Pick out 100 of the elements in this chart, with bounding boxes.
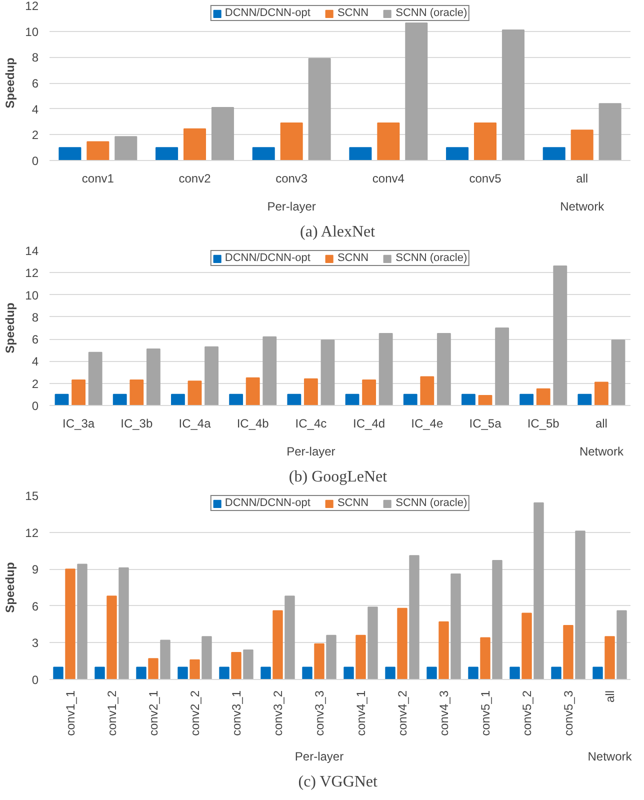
bar: [304, 378, 318, 406]
legend-label: DCNN/DCNN-opt: [224, 7, 310, 19]
text: Per-layer: [286, 444, 336, 458]
bar: [308, 58, 331, 160]
bar: [171, 394, 185, 406]
y-tick-label: 8: [32, 310, 39, 324]
bar: [302, 666, 312, 680]
text: Per-layer: [294, 750, 344, 764]
bar: [211, 107, 234, 160]
bar: [611, 340, 626, 406]
x-tick-label: IC_4b: [236, 416, 270, 430]
y-tick-label: 0: [32, 399, 39, 413]
bar: [344, 666, 354, 680]
bar: [202, 636, 212, 680]
x-tick-label: conv4: [372, 172, 405, 186]
x-tick-label: conv4_1: [354, 690, 368, 736]
bar: [420, 376, 434, 406]
x-tick-label: conv3_2: [270, 690, 285, 736]
bar: [385, 666, 396, 680]
x-tick-label: IC_4c: [295, 416, 327, 430]
bar: [65, 568, 76, 680]
bar: [106, 596, 117, 680]
bar: [229, 394, 244, 406]
bar: [426, 666, 437, 680]
legend-label: SCNN: [337, 252, 369, 264]
y-tick-label: 10: [25, 288, 39, 302]
x-tick-label: all: [576, 172, 588, 186]
bar: [287, 394, 302, 406]
text: Network: [560, 200, 606, 214]
x-tick-label: conv1: [82, 172, 114, 186]
bar: [377, 122, 400, 160]
bar: [368, 606, 378, 680]
x-tick-label: conv3_1: [229, 690, 244, 736]
bar: [243, 650, 254, 680]
x-tick-label: conv5_1: [478, 690, 492, 736]
y-tick-label: 12: [25, 266, 39, 280]
bar: [88, 352, 102, 406]
y-tick-label: 12: [25, 526, 39, 540]
bar: [403, 394, 418, 406]
x-tick-label: conv5: [469, 172, 502, 186]
x-tick-label: IC_3a: [62, 416, 95, 430]
bar: [146, 348, 160, 406]
legend-label: SCNN (oracle): [396, 7, 468, 19]
bar: [54, 394, 69, 406]
legend-label: SCNN (oracle): [396, 252, 468, 264]
y-tick-label: 6: [32, 76, 39, 90]
y-axis-title: Speedup: [3, 562, 18, 613]
bar: [345, 394, 360, 406]
bar: [94, 666, 105, 680]
bar: [252, 147, 275, 160]
y-tick-label: 4: [32, 354, 39, 369]
bar: [314, 643, 324, 680]
y-tick-label: 2: [32, 376, 39, 391]
bar: [462, 394, 476, 406]
legend-label: DCNN/DCNN-opt: [224, 252, 310, 264]
bar: [86, 141, 110, 160]
text: (b) GoogLeNet: [288, 468, 388, 486]
legend-label: SCNN: [337, 497, 369, 509]
bar: [468, 666, 478, 680]
x-tick-label: IC_4a: [178, 416, 212, 430]
bar: [510, 666, 520, 680]
bar: [262, 336, 277, 406]
bar: [77, 564, 88, 680]
text: Network: [588, 750, 633, 764]
bar: [72, 380, 86, 406]
bar: [204, 346, 218, 406]
bar: [502, 30, 524, 160]
y-tick-label: 9: [32, 562, 39, 577]
bar: [616, 610, 627, 680]
bar: [553, 266, 568, 406]
y-tick-label: 0: [32, 673, 39, 687]
bar: [53, 666, 64, 680]
bar: [118, 567, 129, 680]
x-tick-label: conv4_2: [395, 690, 410, 736]
x-tick-label: conv2: [178, 172, 212, 186]
bar: [188, 380, 202, 406]
legend-label: SCNN (oracle): [396, 497, 468, 509]
y-tick-label: 6: [32, 599, 39, 614]
legend-label: DCNN/DCNN-opt: [224, 497, 310, 509]
bar: [190, 659, 200, 680]
bar: [58, 147, 82, 160]
y-tick-label: 0: [32, 154, 39, 168]
bar: [260, 666, 271, 680]
x-tick-label: all: [595, 416, 608, 430]
bar: [522, 612, 532, 680]
bar: [495, 328, 509, 406]
x-tick-label: conv3_3: [312, 690, 326, 736]
y-tick-label: 15: [25, 489, 39, 503]
bar: [409, 555, 420, 680]
x-tick-label: conv1_1: [63, 690, 78, 736]
x-tick-label: conv5_3: [561, 690, 576, 736]
bar: [397, 608, 408, 680]
x-tick-label: conv5_2: [520, 690, 534, 736]
bar: [136, 666, 146, 680]
bar: [231, 652, 242, 680]
bar: [219, 666, 230, 680]
bar: [112, 394, 127, 406]
y-tick-label: 14: [25, 244, 39, 258]
bar: [520, 394, 534, 406]
bar: [326, 634, 336, 680]
